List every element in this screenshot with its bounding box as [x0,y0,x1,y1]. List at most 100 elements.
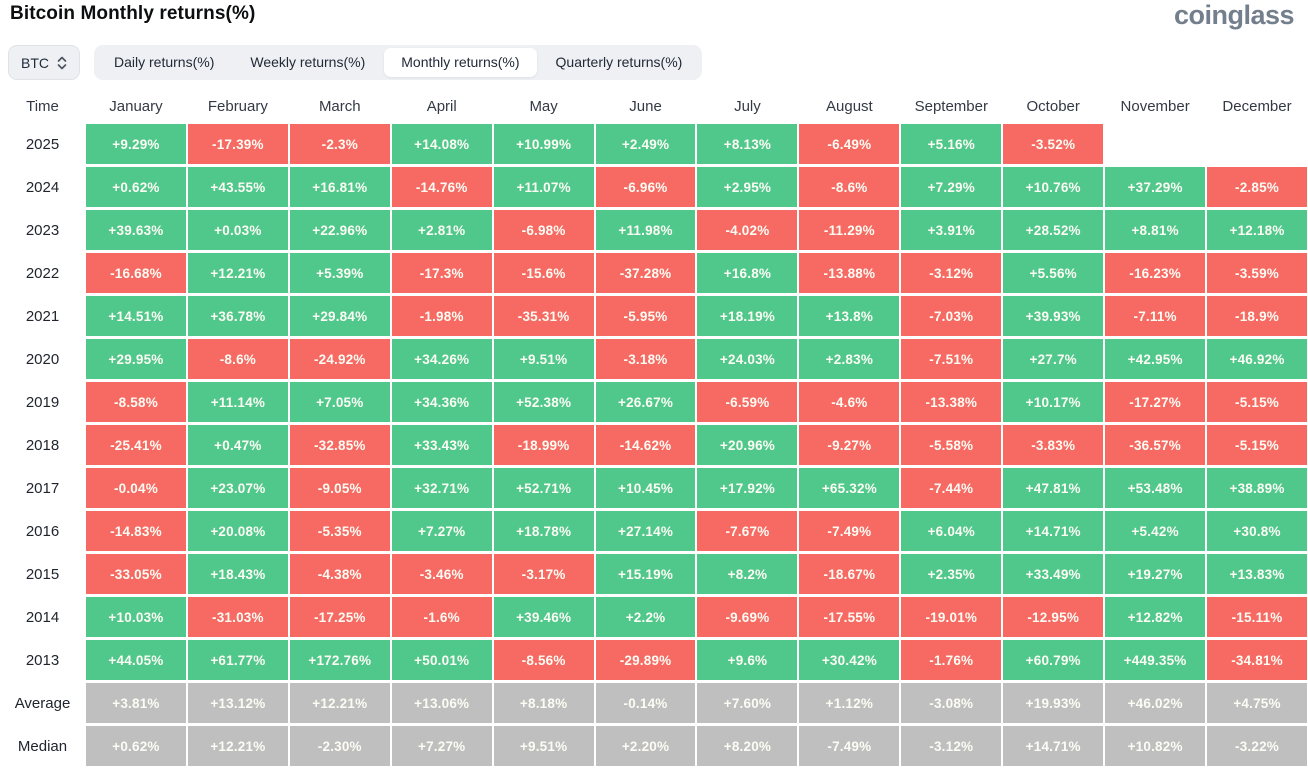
return-cell: +37.29% [1105,167,1206,207]
return-cell: +7.60% [697,683,798,723]
return-cell: -3.18% [595,339,696,379]
return-cell: +8.13% [697,124,798,164]
return-cell: +14.71% [1003,511,1104,551]
return-cell: -32.85% [289,425,390,465]
return-cell: +52.38% [493,382,594,422]
return-cell: +13.06% [391,683,492,723]
return-cell: +9.51% [493,726,594,766]
return-cell: +2.35% [901,554,1002,594]
return-cell: -5.15% [1207,425,1307,465]
return-cell: +9.29% [86,124,186,164]
month-column-header: February [207,97,268,115]
row-label: 2025 [25,135,60,153]
return-cell: -8.56% [493,640,594,680]
return-cell: +10.17% [1003,382,1104,422]
tab-daily-returns[interactable]: Daily returns(%) [114,54,215,70]
return-cell: -7.51% [901,339,1002,379]
return-cell: +65.32% [799,468,900,508]
return-cell: +5.16% [901,124,1002,164]
return-cell: -14.62% [595,425,696,465]
return-cell: +30.8% [1207,511,1307,551]
return-cell: -0.14% [595,683,696,723]
return-cell: +5.42% [1105,511,1206,551]
return-cell: -7.49% [799,726,900,766]
table-row-2021: 2021 +14.51% +36.78% +29.84% -1.98% -35.31% -5… [0,296,1308,336]
table-header-row: Time January February March April May June Jul… [0,88,1308,124]
table-row-2020: 2020 +29.95% -8.6% -24.92% +34.26% +9.51% -3.1… [0,339,1308,379]
return-cell: -17.3% [391,253,492,293]
return-cell: -7.44% [901,468,1002,508]
return-cell: -2.85% [1207,167,1307,207]
return-cell: +27.7% [1003,339,1104,379]
row-label: 2018 [25,436,60,454]
return-cell: +9.51% [493,339,594,379]
return-cell: +449.35% [1105,640,1206,680]
return-cell: -7.49% [799,511,900,551]
return-cell: -9.27% [799,425,900,465]
return-cell: +10.76% [1003,167,1104,207]
return-cell: -9.69% [697,597,798,637]
return-cell: -1.6% [391,597,492,637]
return-cell: +10.45% [595,468,696,508]
updown-chevron-icon [57,55,67,71]
return-cell: -16.68% [86,253,186,293]
return-cell: -18.99% [493,425,594,465]
tab-quarterly-returns[interactable]: Quarterly returns(%) [555,54,683,70]
return-cell: -36.57% [1105,425,1206,465]
return-cell: +23.07% [187,468,288,508]
tab-monthly-returns[interactable]: Monthly returns(%) [384,48,537,77]
return-cell: -1.76% [901,640,1002,680]
month-column-header: July [734,97,761,115]
return-cell: +2.83% [799,339,900,379]
return-cell: -35.31% [493,296,594,336]
return-cell: +53.48% [1105,468,1206,508]
returns-tab-group: Daily returns(%) Weekly returns(%) Monthly… [94,45,703,80]
table-row-average: Average +3.81% +13.12% +12.21% +13.06% +8.18%… [0,683,1308,723]
return-cell: +27.14% [595,511,696,551]
return-cell: +7.27% [391,726,492,766]
tab-weekly-returns[interactable]: Weekly returns(%) [250,54,366,70]
row-label: 2023 [25,221,60,239]
table-row-2017: 2017 -0.04% +23.07% -9.05% +32.71% +52.71% +10… [0,468,1308,508]
return-cell: +20.96% [697,425,798,465]
return-cell: +11.07% [493,167,594,207]
return-cell: -2.3% [289,124,390,164]
return-cell: -3.12% [901,726,1002,766]
return-cell: -5.95% [595,296,696,336]
return-cell: +16.8% [697,253,798,293]
return-cell: +52.71% [493,468,594,508]
return-cell: +34.36% [391,382,492,422]
return-cell: -3.22% [1207,726,1307,766]
controls-bar: BTC Daily returns(%) Weekly returns(%) Mon… [8,45,703,80]
return-cell: +8.18% [493,683,594,723]
return-cell: -7.03% [901,296,1002,336]
return-cell: +46.02% [1105,683,1206,723]
return-cell: +33.49% [1003,554,1104,594]
return-cell: -15.11% [1207,597,1307,637]
return-cell: +4.75% [1207,683,1307,723]
return-cell: +8.2% [697,554,798,594]
table-row-2014: 2014 +10.03% -31.03% -17.25% -1.6% +39.46% +2.… [0,597,1308,637]
return-cell: +13.83% [1207,554,1307,594]
return-cell: -1.98% [391,296,492,336]
symbol-select[interactable]: BTC [8,45,80,80]
table-row-2015: 2015 -33.05% +18.43% -4.38% -3.46% -3.17% +15.… [0,554,1308,594]
table-row-2025: 2025 +9.29% -17.39% -2.3% +14.08% +10.99% +2.4… [0,124,1308,164]
return-cell: +43.55% [187,167,288,207]
coinglass-logo: coinglass [1173,0,1295,30]
return-cell: +38.89% [1207,468,1307,508]
month-column-header: December [1222,97,1292,115]
row-label: 2013 [25,651,60,669]
return-cell: -12.95% [1003,597,1104,637]
return-cell: +44.05% [86,640,186,680]
table-row-2018: 2018 -25.41% +0.47% -32.85% +33.43% -18.99% -1… [0,425,1308,465]
return-cell: -11.29% [799,210,900,250]
return-cell: -4.6% [799,382,900,422]
return-cell: -3.83% [1003,425,1104,465]
return-cell: +12.21% [187,253,288,293]
return-cell: -8.6% [799,167,900,207]
return-cell: -29.89% [595,640,696,680]
return-cell: +0.47% [187,425,288,465]
return-cell: +18.43% [187,554,288,594]
row-label: 2021 [25,307,60,325]
